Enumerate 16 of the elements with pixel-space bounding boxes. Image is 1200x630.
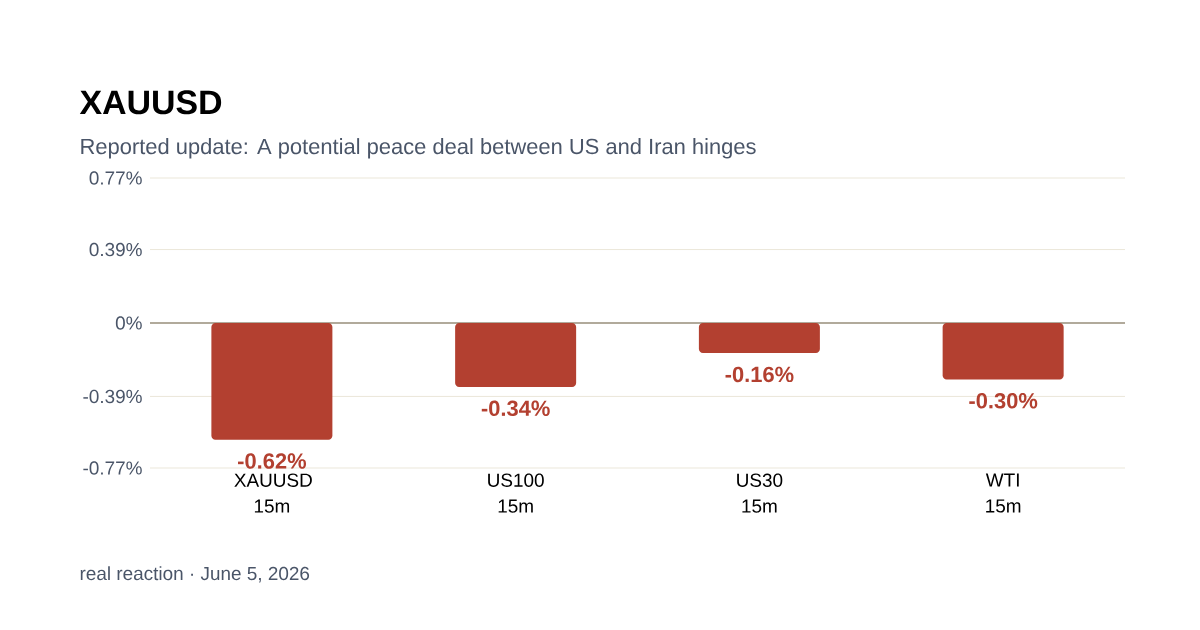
data-label: -0.16%	[725, 366, 794, 383]
y-tick-label: 0.77%	[89, 171, 142, 185]
y-tick-label: 0%	[115, 316, 142, 330]
x-tick-label: US30 15m	[737, 473, 783, 513]
text: real reaction · June 5, 2026	[80, 566, 310, 583]
chart-subtitle: Reported update: A potential peace deal between US and Iran hinges	[81, 138, 756, 159]
data-label: -0.62%	[238, 453, 307, 469]
y-tick-label: -0.77%	[83, 461, 142, 475]
data-label: -0.30%	[969, 392, 1038, 409]
x-tick-label: XAUUSD 15m	[234, 473, 312, 513]
data-label: -0.34%	[481, 400, 550, 417]
x-tick-label: US100 15m	[488, 473, 544, 513]
chart-title: XAUUSD	[79, 90, 222, 115]
y-tick-label: -0.39%	[83, 389, 142, 404]
x-tick-label: WTI 15m	[985, 473, 1021, 513]
y-tick-label: 0.39%	[89, 242, 142, 257]
